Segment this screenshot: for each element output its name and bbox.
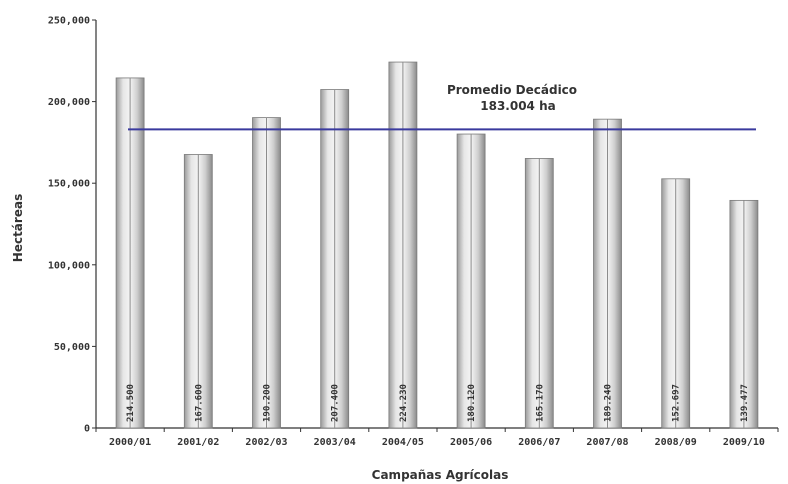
y-axis-title: Hectáreas — [11, 194, 25, 262]
bar-value-label: 139.477 — [740, 384, 750, 422]
y-tick-label: 250,000 — [48, 16, 90, 27]
bars: 214.500 167.600 190.200 207.400 224.230 180.1… — [115, 61, 759, 429]
bar-value-label: 180.120 — [467, 384, 477, 422]
y-tick-label: 200,000 — [48, 97, 90, 108]
bar-value-label: 214.500 — [126, 384, 136, 422]
x-tick-label: 2006/07 — [518, 437, 560, 448]
x-tick-label: 2002/03 — [245, 437, 287, 448]
bar-value-label: 207.400 — [331, 384, 341, 422]
x-axis-title: Campañas Agrícolas — [372, 468, 509, 482]
bar-value-label: 152.697 — [672, 384, 682, 422]
x-axis: 2000/01 2001/02 2002/03 2003/04 2004/05 2005/… — [95, 427, 779, 448]
bar-value-label: 165.170 — [535, 384, 545, 422]
y-tick-label: 100,000 — [48, 260, 90, 271]
x-tick-label: 2005/06 — [450, 437, 492, 448]
x-tick-label: 2008/09 — [655, 437, 697, 448]
bar-value-label: 167.600 — [194, 384, 204, 422]
x-tick-label: 2007/08 — [586, 437, 628, 448]
average-label-value: 183.004 ha — [480, 99, 555, 113]
x-tick-label: 2003/04 — [314, 437, 356, 448]
y-tick-label: 50,000 — [54, 342, 90, 353]
average-label-title: Promedio Decádico — [447, 83, 577, 97]
x-tick-label: 2001/02 — [177, 437, 219, 448]
bar-value-label: 190.200 — [263, 384, 273, 422]
bar-value-label: 189.240 — [604, 384, 614, 422]
x-tick-label: 2000/01 — [109, 437, 151, 448]
y-tick-label: 150,000 — [48, 179, 90, 190]
reference-line-group: Promedio Decádico 183.004 ha — [128, 83, 756, 131]
x-tick-label: 2009/10 — [723, 437, 765, 448]
y-tick-label: 0 — [84, 424, 90, 435]
y-axis: 0 50,000 100,000 150,000 200,000 250,000 — [48, 16, 97, 435]
x-tick-label: 2004/05 — [382, 437, 424, 448]
bar-value-label: 224.230 — [399, 384, 409, 422]
